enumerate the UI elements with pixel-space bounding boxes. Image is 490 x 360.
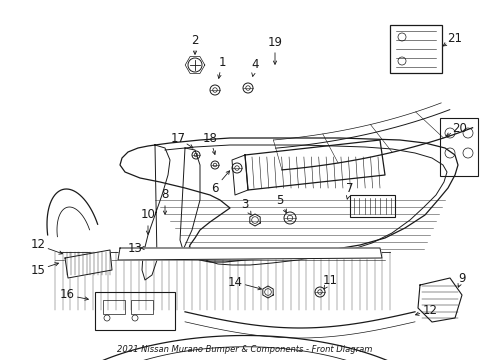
Text: 18: 18 xyxy=(202,131,218,144)
Text: 9: 9 xyxy=(458,271,466,284)
Text: 8: 8 xyxy=(161,189,169,202)
Bar xyxy=(440,118,478,176)
Text: 15: 15 xyxy=(30,264,46,276)
Text: 12: 12 xyxy=(30,238,46,252)
Text: 21: 21 xyxy=(447,31,463,45)
Bar xyxy=(131,300,153,314)
Text: 20: 20 xyxy=(453,122,467,135)
Text: 2021 Nissan Murano Bumper & Components - Front Diagram: 2021 Nissan Murano Bumper & Components -… xyxy=(117,346,373,355)
Text: 5: 5 xyxy=(276,194,284,207)
Text: 2: 2 xyxy=(191,33,199,46)
Text: 12: 12 xyxy=(422,303,438,316)
Text: 6: 6 xyxy=(211,181,219,194)
Polygon shape xyxy=(65,250,112,278)
Bar xyxy=(390,25,442,73)
Text: 17: 17 xyxy=(171,131,186,144)
Text: 3: 3 xyxy=(241,198,249,211)
Text: 16: 16 xyxy=(59,288,74,302)
Text: 4: 4 xyxy=(251,58,259,72)
Bar xyxy=(95,292,175,330)
Text: 7: 7 xyxy=(346,181,354,194)
Text: 14: 14 xyxy=(227,275,243,288)
Text: 11: 11 xyxy=(322,274,338,287)
Text: 19: 19 xyxy=(268,36,283,49)
Polygon shape xyxy=(418,278,462,322)
Text: 1: 1 xyxy=(218,55,226,68)
Text: 10: 10 xyxy=(141,208,155,221)
Bar xyxy=(350,195,395,217)
Text: 13: 13 xyxy=(127,242,143,255)
Polygon shape xyxy=(118,248,382,260)
Bar xyxy=(103,300,125,314)
